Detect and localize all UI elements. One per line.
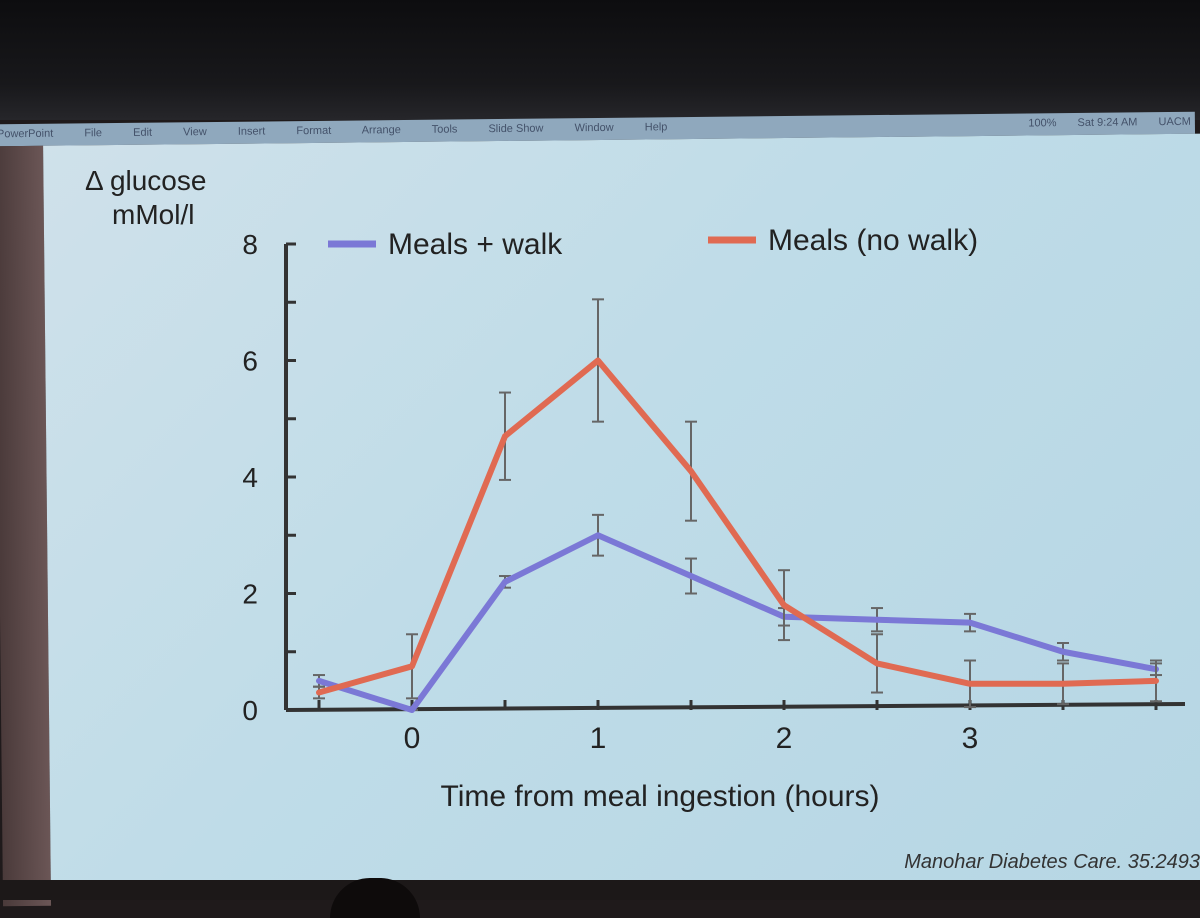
data-point <box>502 433 508 439</box>
data-point <box>316 690 322 696</box>
y-tick-label: 0 <box>242 695 258 726</box>
legend-label: Meals (no walk) <box>768 224 978 257</box>
legend-label: Meals + walk <box>388 228 563 261</box>
data-point <box>688 468 694 474</box>
data-point <box>781 602 787 608</box>
data-point <box>688 573 694 579</box>
data-point <box>874 617 880 623</box>
data-point <box>967 681 973 687</box>
data-point <box>967 620 973 626</box>
data-point <box>1153 678 1159 684</box>
y-tick-label: 8 <box>242 229 258 260</box>
series-line <box>316 357 1159 696</box>
data-point <box>874 660 880 666</box>
y-axis-label-line1: Δ glucose <box>85 165 206 196</box>
x-tick-label: 0 <box>404 722 421 755</box>
y-tick-label: 2 <box>242 579 258 610</box>
x-tick-label: 2 <box>776 722 793 755</box>
y-tick-label: 6 <box>242 346 258 377</box>
data-point <box>409 707 415 713</box>
x-axis-line <box>285 702 1186 712</box>
room-ceiling <box>0 0 1200 120</box>
screen-bottom-edge <box>0 880 1200 900</box>
x-tick-label: 1 <box>590 722 607 755</box>
y-axis-label-line2: mMol/l <box>112 199 194 230</box>
plot-area: 0 2 4 6 8 0 1 2 3 Meals + walk Meals (no walk) <box>242 224 1186 755</box>
data-point <box>595 358 601 363</box>
data-point <box>409 663 415 669</box>
x-tick-label: 3 <box>962 722 979 755</box>
data-point <box>595 532 601 538</box>
data-point <box>1060 649 1066 655</box>
data-point <box>316 678 322 684</box>
y-tick-label: 4 <box>242 462 258 493</box>
data-point <box>1060 681 1066 687</box>
citation: Manohar Diabetes Care. 35:2493 <box>904 851 1200 873</box>
series-line <box>316 532 1159 713</box>
data-point <box>502 579 508 585</box>
x-axis-label: Time from meal ingestion (hours) <box>440 780 879 813</box>
